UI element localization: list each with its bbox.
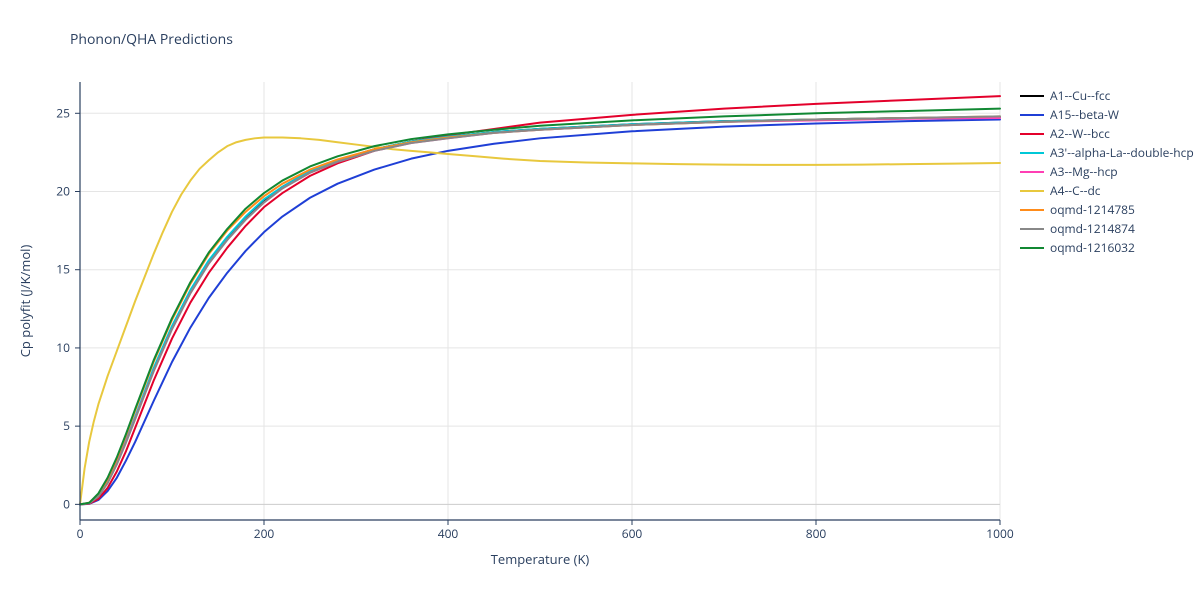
legend-swatch bbox=[1020, 228, 1044, 230]
x-tick-label: 800 bbox=[806, 525, 827, 542]
legend-item[interactable]: oqmd-1214874 bbox=[1020, 219, 1194, 238]
legend-label: oqmd-1214874 bbox=[1050, 220, 1135, 237]
y-axis-label: Cp polyfit (J/K/mol) bbox=[16, 245, 34, 358]
x-tick-label: 600 bbox=[622, 525, 643, 542]
series-line bbox=[80, 116, 1000, 504]
y-tick-label: 15 bbox=[56, 261, 70, 278]
series-line bbox=[80, 96, 1000, 504]
legend-swatch bbox=[1020, 152, 1044, 154]
x-tick-label: 0 bbox=[77, 525, 84, 542]
legend-swatch bbox=[1020, 171, 1044, 173]
series-line bbox=[80, 138, 1000, 505]
legend-item[interactable]: A15--beta-W bbox=[1020, 105, 1194, 124]
legend-swatch bbox=[1020, 95, 1044, 97]
series-line bbox=[80, 118, 1000, 504]
series-line bbox=[80, 116, 1000, 504]
legend-swatch bbox=[1020, 133, 1044, 135]
legend-swatch bbox=[1020, 114, 1044, 116]
legend-label: A3--Mg--hcp bbox=[1050, 163, 1118, 180]
y-tick-label: 0 bbox=[63, 495, 70, 512]
chart-container: { "chart": { "type": "line", "title": "P… bbox=[0, 0, 1200, 600]
legend-item[interactable]: A1--Cu--fcc bbox=[1020, 86, 1194, 105]
legend-label: A2--W--bcc bbox=[1050, 125, 1110, 142]
legend-label: oqmd-1214785 bbox=[1050, 201, 1135, 218]
series-line bbox=[80, 109, 1000, 505]
legend-item[interactable]: A3--Mg--hcp bbox=[1020, 162, 1194, 181]
series-line bbox=[80, 120, 1000, 505]
x-tick-label: 200 bbox=[254, 525, 275, 542]
legend-label: oqmd-1216032 bbox=[1050, 239, 1135, 256]
y-tick-label: 25 bbox=[56, 104, 70, 121]
x-tick-label: 1000 bbox=[986, 525, 1014, 542]
legend-swatch bbox=[1020, 247, 1044, 249]
legend-label: A15--beta-W bbox=[1050, 106, 1119, 123]
y-tick-label: 20 bbox=[56, 183, 70, 200]
y-tick-label: 10 bbox=[56, 339, 70, 356]
legend-swatch bbox=[1020, 209, 1044, 211]
x-tick-label: 400 bbox=[438, 525, 459, 542]
legend-item[interactable]: A4--C--dc bbox=[1020, 181, 1194, 200]
legend-item[interactable]: A2--W--bcc bbox=[1020, 124, 1194, 143]
legend-item[interactable]: oqmd-1214785 bbox=[1020, 200, 1194, 219]
chart-title: Phonon/QHA Predictions bbox=[70, 30, 233, 49]
series-line bbox=[80, 117, 1000, 504]
y-tick-label: 5 bbox=[63, 417, 70, 434]
legend-item[interactable]: oqmd-1216032 bbox=[1020, 238, 1194, 257]
legend: A1--Cu--fcc A15--beta-W A2--W--bcc A3'--alp… bbox=[1020, 86, 1194, 257]
legend-item[interactable]: A3'--alpha-La--double-hcp bbox=[1020, 143, 1194, 162]
x-axis-label: Temperature (K) bbox=[491, 550, 590, 568]
legend-swatch bbox=[1020, 190, 1044, 192]
legend-label: A4--C--dc bbox=[1050, 182, 1101, 199]
legend-label: A3'--alpha-La--double-hcp bbox=[1050, 144, 1194, 161]
legend-label: A1--Cu--fcc bbox=[1050, 87, 1110, 104]
series-line bbox=[80, 117, 1000, 504]
